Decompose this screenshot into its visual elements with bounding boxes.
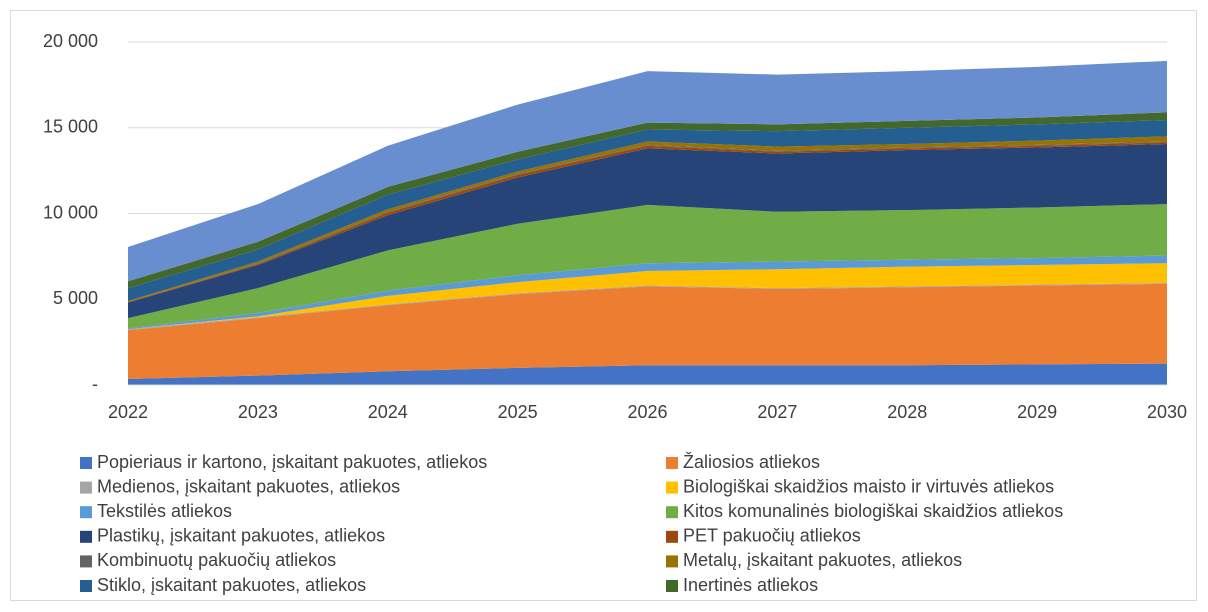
x-tick-label: 2022	[108, 402, 148, 422]
area	[128, 255, 1167, 330]
legend-swatch	[80, 580, 92, 592]
legend-label: Kitos komunalinės biologiškai skaidžios …	[683, 501, 1063, 521]
legend-label: Popieriaus ir kartono, įskaitant pakuote…	[97, 452, 487, 472]
legend-swatch	[80, 555, 92, 568]
x-tick-label: 2028	[887, 402, 927, 422]
legend-label: Medienos, įskaitant pakuotes, atliekos	[97, 476, 400, 496]
area	[128, 283, 1167, 379]
y-tick-label: -	[92, 374, 98, 394]
legend-swatch	[666, 457, 678, 469]
area	[128, 363, 1167, 385]
x-tick-label: 2027	[757, 402, 797, 422]
x-tick-label: 2029	[1017, 402, 1057, 422]
area	[128, 60, 1167, 282]
legend-label: Stiklo, įskaitant pakuotes, atliekos	[97, 575, 366, 595]
area	[128, 263, 1167, 330]
x-tick-label: 2024	[368, 402, 408, 422]
legend-swatch	[80, 457, 92, 469]
legend-swatch	[80, 506, 92, 519]
legend-swatch	[80, 481, 92, 494]
legend-label: Kombinuotų pakuočių atliekos	[97, 550, 336, 570]
legend-label: PET pakuočių atliekos	[683, 526, 861, 546]
legend-swatch	[666, 481, 678, 494]
legend-label: Inertinės atliekos	[683, 575, 818, 595]
y-tick-label: 10 000	[43, 202, 98, 222]
area	[128, 120, 1167, 301]
legend-swatch	[666, 555, 678, 568]
legend-label: Plastikų, įskaitant pakuotes, atliekos	[97, 526, 385, 546]
legend-swatch	[666, 530, 678, 543]
legend-label: Tekstilės atliekos	[97, 501, 232, 521]
x-tick-label: 2030	[1147, 402, 1187, 422]
legend-label: Metalų, įskaitant pakuotes, atliekos	[683, 550, 962, 570]
legend-label: Žaliosios atliekos	[683, 452, 820, 472]
y-tick-label: 15 000	[43, 117, 98, 137]
area	[128, 204, 1167, 329]
x-tick-label: 2025	[498, 402, 538, 422]
area	[128, 144, 1167, 319]
y-tick-label: 20 000	[43, 31, 98, 51]
legend-swatch	[80, 530, 92, 543]
x-tick-label: 2026	[627, 402, 667, 422]
legend-swatch	[666, 580, 678, 592]
x-tick-label: 2023	[238, 402, 278, 422]
y-tick-label: 5 000	[53, 288, 98, 308]
legend-label: Biologiškai skaidžios maisto ir virtuvės…	[683, 476, 1054, 496]
legend-swatch	[666, 506, 678, 519]
